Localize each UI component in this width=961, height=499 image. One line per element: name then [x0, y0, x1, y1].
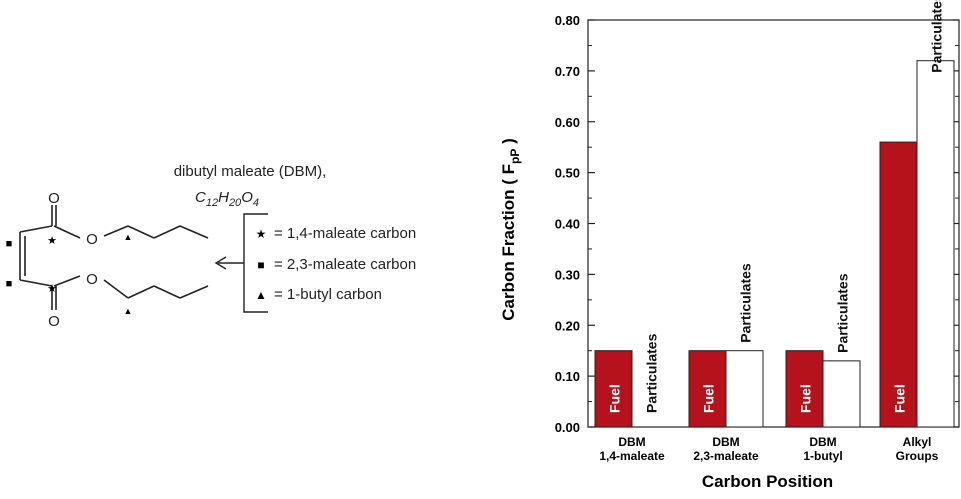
bar-fuel: [785, 350, 824, 428]
bar-label-particulates: Particulates: [738, 263, 754, 343]
square-marker-top: ■: [6, 238, 13, 250]
y-tick-label: 0.30: [555, 267, 580, 282]
legend-label: = 2,3-maleate carbon: [274, 256, 416, 273]
legend-label: = 1-butyl carbon: [274, 286, 382, 303]
atom-o-carbonyl-bottom: O: [48, 313, 60, 330]
star-marker-top: ★: [47, 235, 57, 247]
bar-label-fuel: Fuel: [798, 384, 814, 413]
bar-fuel: [594, 350, 633, 428]
y-tick-label: 0.40: [555, 217, 580, 232]
y-tick-label: 0.20: [555, 318, 580, 333]
triangle-marker-top: ▲: [124, 232, 133, 242]
atom-o-ester-bottom: O: [86, 271, 98, 288]
legend-symbol: ■: [257, 258, 264, 272]
legend-bracket: [214, 213, 268, 313]
category-label-line2: 1,4-maleate: [599, 449, 665, 463]
molecule-name: dibutyl maleate (DBM),: [174, 163, 327, 180]
atom-o-ester-top: O: [86, 231, 98, 248]
bar-label-fuel: Fuel: [701, 384, 717, 413]
x-axis-label: Carbon Position: [702, 472, 833, 491]
atom-o-carbonyl-top: O: [48, 190, 60, 207]
bar-label-particulates: Particulates: [929, 0, 945, 73]
marker-legend: ★ = 1,4-maleate carbon ■ = 2,3-maleate carb…: [255, 225, 416, 303]
bar-label-particulates: Particulates: [835, 273, 851, 353]
bar-particulates: [725, 350, 764, 428]
square-marker-bottom: ■: [6, 278, 13, 290]
bar-particulates: [916, 60, 955, 428]
y-tick-label: 0.50: [555, 166, 580, 181]
bar-label-fuel: Fuel: [607, 384, 623, 413]
category-label-line2: Groups: [896, 449, 939, 463]
y-axis-label: Carbon Fraction ( FpP ): [499, 138, 522, 321]
y-tick-label: 0.10: [555, 369, 580, 384]
bar-label-fuel: Fuel: [892, 384, 908, 413]
category-label-line1: DBM: [712, 435, 739, 449]
y-tick-label: 0.70: [555, 64, 580, 79]
legend-label: = 1,4-maleate carbon: [274, 225, 416, 242]
bar-label-particulates: Particulates: [644, 333, 660, 413]
category-label-line2: 1-butyl: [803, 449, 842, 463]
category-label-line1: Alkyl: [903, 435, 932, 449]
bar-chart: 0.00 0.10 0.20 0.30 0.40 0.50 0.60 0.70 0.80 Carb…: [499, 0, 960, 491]
triangle-marker-bottom: ▲: [124, 306, 133, 316]
legend-symbol: ★: [256, 227, 267, 241]
category-label-line2: 2,3-maleate: [693, 449, 759, 463]
category-label-line1: DBM: [809, 435, 836, 449]
legend-symbol: ▲: [255, 288, 267, 302]
bar-fuel: [879, 141, 918, 428]
bar-particulates: [822, 360, 861, 428]
molecule-formula: C12H20O4: [195, 189, 259, 209]
category-label-line1: DBM: [618, 435, 645, 449]
y-tick-label: 0.00: [555, 420, 580, 435]
dbm-structure: [19, 205, 209, 310]
star-marker-bottom: ★: [47, 283, 57, 295]
molecule-panel: dibutyl maleate (DBM), C12H20O4: [6, 163, 417, 330]
y-tick-label: 0.60: [555, 115, 580, 130]
y-tick-label: 0.80: [555, 13, 580, 28]
